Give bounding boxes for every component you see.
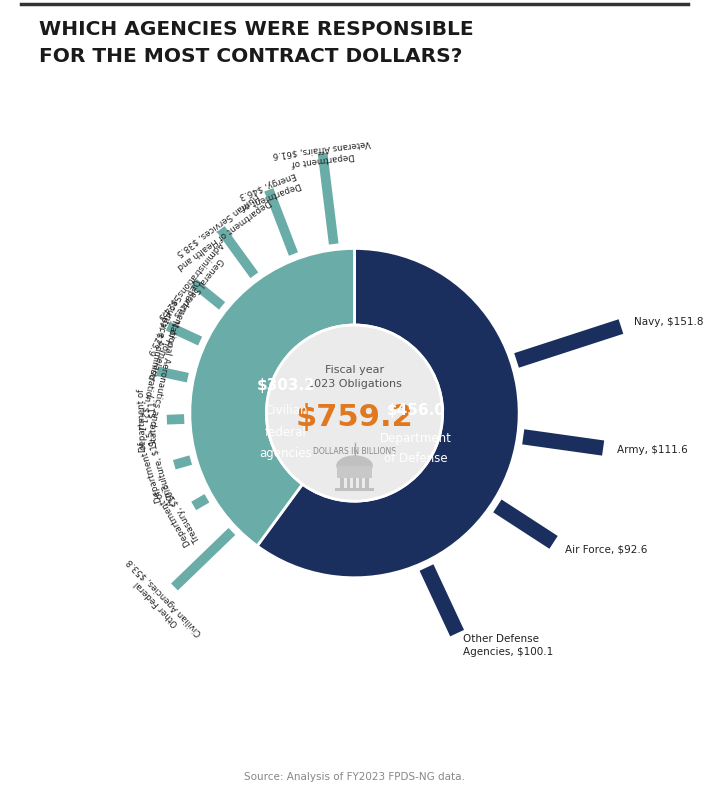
Text: Other Federal
Civilian Agencies, $53.8: Other Federal Civilian Agencies, $53.8 <box>118 556 203 644</box>
Text: Department of
Energy, $46.3: Department of Energy, $46.3 <box>236 170 302 211</box>
Text: DOLLARS IN BILLIONS: DOLLARS IN BILLIONS <box>313 447 396 457</box>
Bar <box>337 466 372 478</box>
Wedge shape <box>190 249 354 546</box>
Text: Air Force, $92.6: Air Force, $92.6 <box>565 545 647 555</box>
Bar <box>359 478 362 488</box>
Wedge shape <box>257 249 519 578</box>
Bar <box>365 478 369 488</box>
Text: Department of
State, $11.7: Department of State, $11.7 <box>138 388 159 452</box>
Text: Fiscal year
2023 Obligations: Fiscal year 2023 Obligations <box>307 364 402 389</box>
Text: Other Defense
Agencies, $100.1: Other Defense Agencies, $100.1 <box>463 634 553 657</box>
Text: $759.2: $759.2 <box>296 403 413 433</box>
Text: $303.2: $303.2 <box>257 378 316 393</box>
Text: Department of
Treasury, $10.3: Department of Treasury, $10.3 <box>152 482 202 549</box>
Circle shape <box>267 325 442 501</box>
Bar <box>347 478 350 488</box>
Bar <box>340 478 344 488</box>
Text: WHICH AGENCIES WERE RESPONSIBLE: WHICH AGENCIES WERE RESPONSIBLE <box>39 20 474 39</box>
Bar <box>335 488 374 491</box>
Text: General Services
Administrations, $24.5: General Services Administrations, $24.5 <box>156 239 233 327</box>
Text: Department: Department <box>380 432 452 445</box>
Text: $456.0: $456.0 <box>387 403 446 418</box>
Circle shape <box>184 243 525 583</box>
Text: federal: federal <box>265 426 307 439</box>
Ellipse shape <box>336 455 373 476</box>
Text: Civilian: Civilian <box>264 404 308 417</box>
Text: Department of
Veterans Affairs, $61.6: Department of Veterans Affairs, $61.6 <box>273 138 373 169</box>
Text: Department of Health and
Human Services, $38.5: Department of Health and Human Services,… <box>169 188 273 271</box>
Text: agencies: agencies <box>259 446 312 459</box>
Bar <box>353 478 356 488</box>
Text: National Aeronautics and
Space Administration, $21.1: National Aeronautics and Space Administr… <box>135 309 180 433</box>
Text: Department of
Agriculture, $11.5: Department of Agriculture, $11.5 <box>136 430 176 509</box>
Text: FOR THE MOST CONTRACT DOLLARS?: FOR THE MOST CONTRACT DOLLARS? <box>39 47 462 66</box>
Text: Navy, $151.8: Navy, $151.8 <box>634 318 703 327</box>
Text: Department of Homeland
Security, $23.9: Department of Homeland Security, $23.9 <box>136 272 201 381</box>
Text: Army, $111.6: Army, $111.6 <box>617 445 688 455</box>
Text: of Defense: of Defense <box>384 452 448 465</box>
Text: Source: Analysis of FY2023 FPDS-NG data.: Source: Analysis of FY2023 FPDS-NG data. <box>244 772 465 782</box>
